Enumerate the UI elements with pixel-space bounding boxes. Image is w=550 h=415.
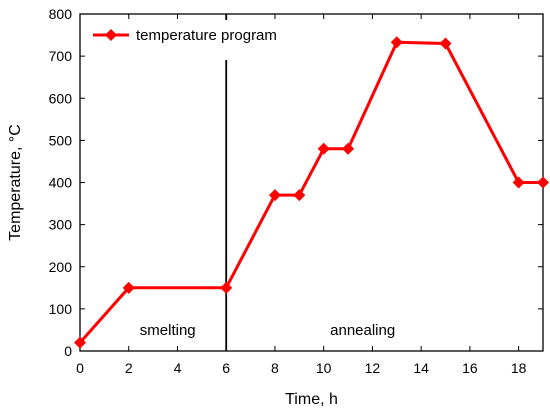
x-axis-title: Time, h [285,391,338,408]
annotation-label: annealing [330,322,395,339]
y-tick-label: 500 [49,132,73,148]
y-tick-label: 300 [49,217,73,233]
x-tick-label: 4 [174,360,182,376]
data-point [268,189,281,202]
annotations: smelting annealing [140,322,395,339]
x-tick-label: 16 [462,360,478,376]
legend: temperature program [93,27,277,44]
data-point [220,281,233,294]
y-tick-label: 0 [64,343,72,359]
x-axis-ticks: 0 2 4 6 8 10 12 14 16 18 [76,14,527,376]
x-tick-label: 0 [76,360,84,376]
data-point [439,37,452,50]
x-tick-label: 2 [125,360,133,376]
series-line [78,40,543,344]
data-point [74,336,86,349]
data-point [537,176,549,189]
y-tick-label: 100 [49,301,73,317]
x-tick-label: 14 [413,360,429,376]
y-tick-label: 600 [49,90,73,106]
annotation-label: smelting [140,322,196,339]
data-point [342,142,355,155]
y-tick-label: 700 [49,48,73,64]
y-axis-title: Temperature, °C [7,124,24,241]
y-tick-label: 800 [49,6,73,22]
data-point [122,281,135,294]
data-point [512,176,525,189]
legend-label: temperature program [136,27,277,44]
data-point [293,189,306,202]
x-tick-label: 10 [316,360,332,376]
x-tick-label: 18 [511,360,527,376]
x-tick-label: 8 [271,360,279,376]
y-axis-ticks: 0 100 200 300 400 500 600 700 800 [49,6,543,359]
x-tick-label: 12 [365,360,381,376]
legend-marker [105,29,117,41]
data-point [390,36,403,49]
data-point [317,142,330,155]
y-tick-label: 200 [49,259,73,275]
plot-area [79,13,544,352]
x-tick-label: 6 [222,360,230,376]
series-layer [74,14,549,351]
plot-frame [79,13,544,352]
y-tick-label: 400 [49,175,73,191]
